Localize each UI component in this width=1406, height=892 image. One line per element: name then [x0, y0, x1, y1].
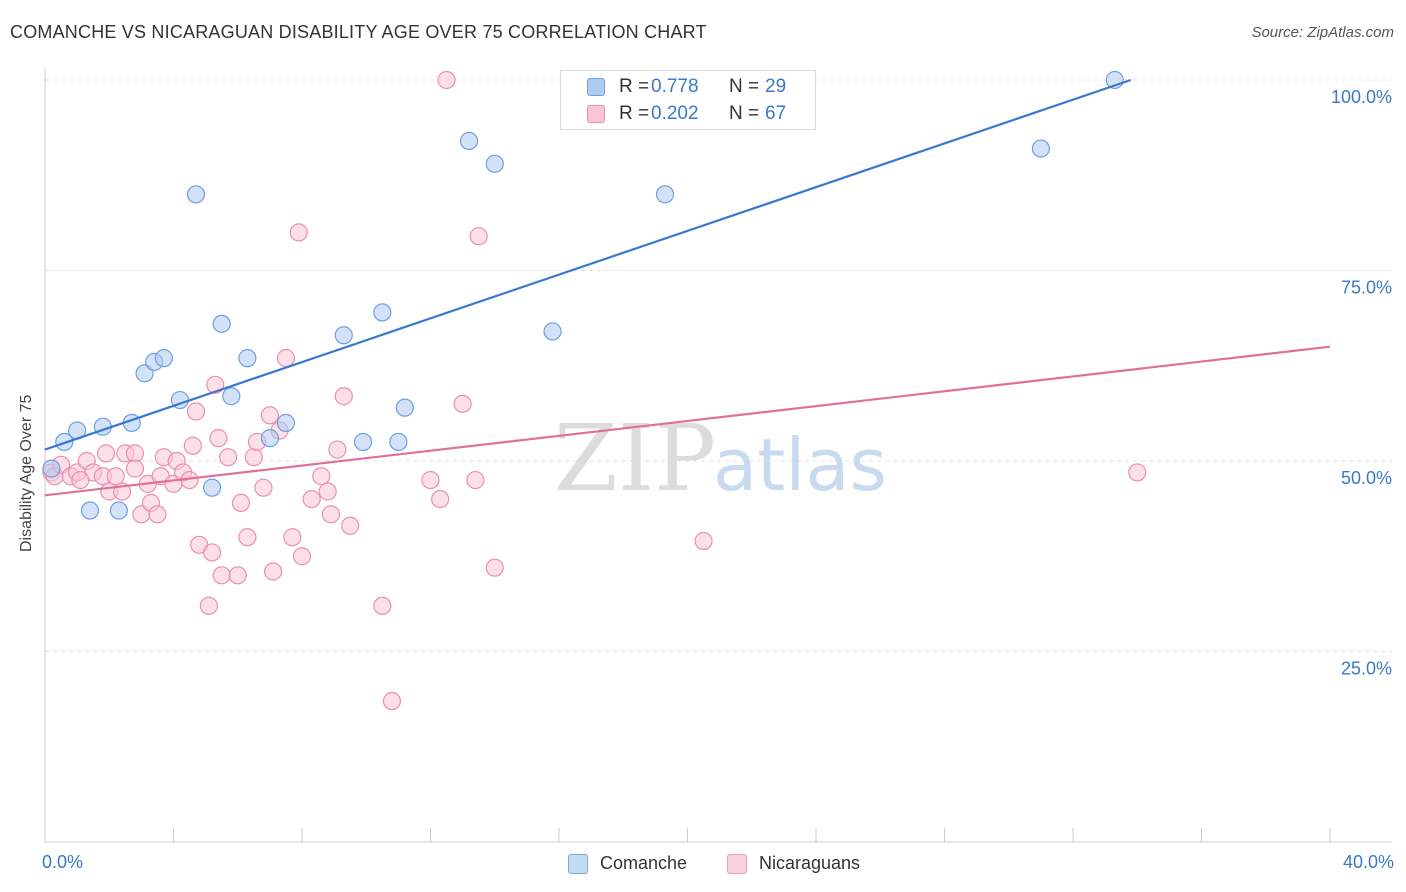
- data-point-comanche: [459, 131, 479, 151]
- y-tick-label: 100.0%: [1331, 87, 1392, 107]
- data-point-nicaraguans: [328, 440, 347, 459]
- data-point-comanche: [80, 501, 100, 520]
- data-point-nicaraguans: [302, 490, 321, 509]
- data-point-nicaraguans: [373, 596, 392, 615]
- data-point-nicaraguans: [437, 70, 456, 90]
- data-point-nicaraguans: [125, 444, 145, 463]
- legend-stats: R = 0.778 N = 29 R = 0.202 N = 67: [560, 70, 816, 130]
- source-label: Source: ZipAtlas.com: [1251, 24, 1394, 41]
- data-point-comanche: [154, 349, 173, 368]
- legend-swatch-comanche: [568, 854, 588, 874]
- data-point-nicaraguans: [431, 490, 450, 509]
- data-point-nicaraguans: [254, 478, 273, 497]
- data-point-nicaraguans: [71, 470, 90, 490]
- data-point-nicaraguans: [1128, 463, 1147, 482]
- y-tick-label: 75.0%: [1341, 278, 1392, 298]
- data-point-nicaraguans: [228, 566, 247, 585]
- legend-label-comanche: Comanche: [600, 853, 688, 873]
- n-label: N =: [729, 103, 760, 124]
- x-tick-label-max: 40.0%: [1342, 852, 1394, 872]
- chart-title: COMANCHE VS NICARAGUAN DISABILITY AGE OV…: [10, 22, 707, 42]
- data-point-nicaraguans: [209, 429, 228, 448]
- n-value: 29: [765, 76, 787, 97]
- data-point-nicaraguans: [469, 227, 488, 246]
- data-point-nicaraguans: [231, 493, 251, 513]
- data-point-nicaraguans: [186, 402, 206, 421]
- n-label: N =: [729, 76, 760, 97]
- data-point-comanche: [1031, 139, 1050, 158]
- data-point-nicaraguans: [276, 349, 296, 368]
- data-point-comanche: [485, 154, 504, 173]
- data-point-comanche: [395, 398, 414, 417]
- data-point-nicaraguans: [219, 448, 238, 467]
- data-point-comanche: [543, 322, 562, 341]
- trend-line-nicaraguans: [44, 345, 1331, 497]
- data-point-nicaraguans: [466, 470, 485, 490]
- data-point-comanche: [655, 185, 675, 204]
- data-point-nicaraguans: [199, 596, 218, 615]
- data-point-comanche: [334, 326, 353, 345]
- data-point-nicaraguans: [321, 505, 341, 524]
- legend-label-nicaraguans: Nicaraguans: [759, 853, 861, 873]
- watermark-zip: ZIP: [554, 405, 716, 512]
- data-point-comanche: [260, 429, 279, 448]
- data-point-nicaraguans: [453, 394, 472, 413]
- trend-lines: [44, 78, 1331, 497]
- data-points: [42, 70, 1147, 711]
- y-tick-labels: 100.0% 75.0% 50.0% 25.0%: [1331, 87, 1392, 679]
- data-point-comanche: [202, 478, 222, 497]
- data-point-comanche: [389, 432, 408, 452]
- data-point-nicaraguans: [485, 558, 504, 577]
- data-point-nicaraguans: [148, 505, 167, 524]
- legend-swatch-comanche: [587, 78, 605, 96]
- data-point-nicaraguans: [312, 467, 331, 486]
- data-point-nicaraguans: [694, 531, 713, 551]
- y-tick-label: 50.0%: [1341, 468, 1392, 488]
- data-point-nicaraguans: [292, 547, 312, 566]
- watermark: ZIP atlas: [554, 405, 887, 512]
- data-point-nicaraguans: [334, 387, 353, 406]
- axes: [44, 68, 1392, 843]
- data-point-nicaraguans: [238, 528, 257, 547]
- data-point-comanche: [222, 387, 241, 406]
- data-point-nicaraguans: [244, 448, 263, 467]
- r-value: 0.202: [651, 103, 699, 124]
- r-label: R =: [619, 103, 650, 124]
- data-point-nicaraguans: [263, 562, 283, 581]
- data-point-nicaraguans: [260, 406, 279, 425]
- data-point-comanche: [186, 185, 206, 204]
- legend-swatch-nicaraguans: [727, 854, 747, 874]
- data-point-nicaraguans: [212, 566, 231, 585]
- data-point-nicaraguans: [283, 528, 302, 547]
- data-point-nicaraguans: [96, 444, 116, 463]
- legend-swatch-nicaraguans: [587, 105, 605, 123]
- data-point-nicaraguans: [382, 691, 402, 711]
- data-point-comanche: [212, 314, 231, 333]
- data-point-comanche: [353, 432, 373, 452]
- data-point-nicaraguans: [341, 516, 360, 535]
- trend-line-comanche: [44, 78, 1132, 451]
- data-point-comanche: [276, 413, 296, 432]
- data-point-nicaraguans: [421, 470, 440, 490]
- data-point-nicaraguans: [318, 482, 337, 501]
- x-tick-label-min: 0.0%: [42, 852, 84, 872]
- data-point-comanche: [109, 501, 128, 520]
- data-point-nicaraguans: [125, 459, 145, 478]
- r-label: R =: [619, 76, 650, 97]
- n-value: 67: [765, 103, 787, 124]
- y-tick-label: 25.0%: [1341, 659, 1392, 679]
- data-point-comanche: [238, 349, 257, 368]
- legend-series: Comanche Nicaraguans: [0, 852, 1406, 878]
- data-point-comanche: [42, 459, 61, 478]
- data-point-nicaraguans: [183, 436, 202, 455]
- data-point-nicaraguans: [289, 223, 308, 242]
- data-point-comanche: [373, 303, 392, 322]
- data-point-nicaraguans: [106, 467, 125, 486]
- data-point-nicaraguans: [202, 543, 222, 562]
- r-value: 0.778: [651, 76, 699, 97]
- watermark-atlas: atlas: [713, 423, 887, 507]
